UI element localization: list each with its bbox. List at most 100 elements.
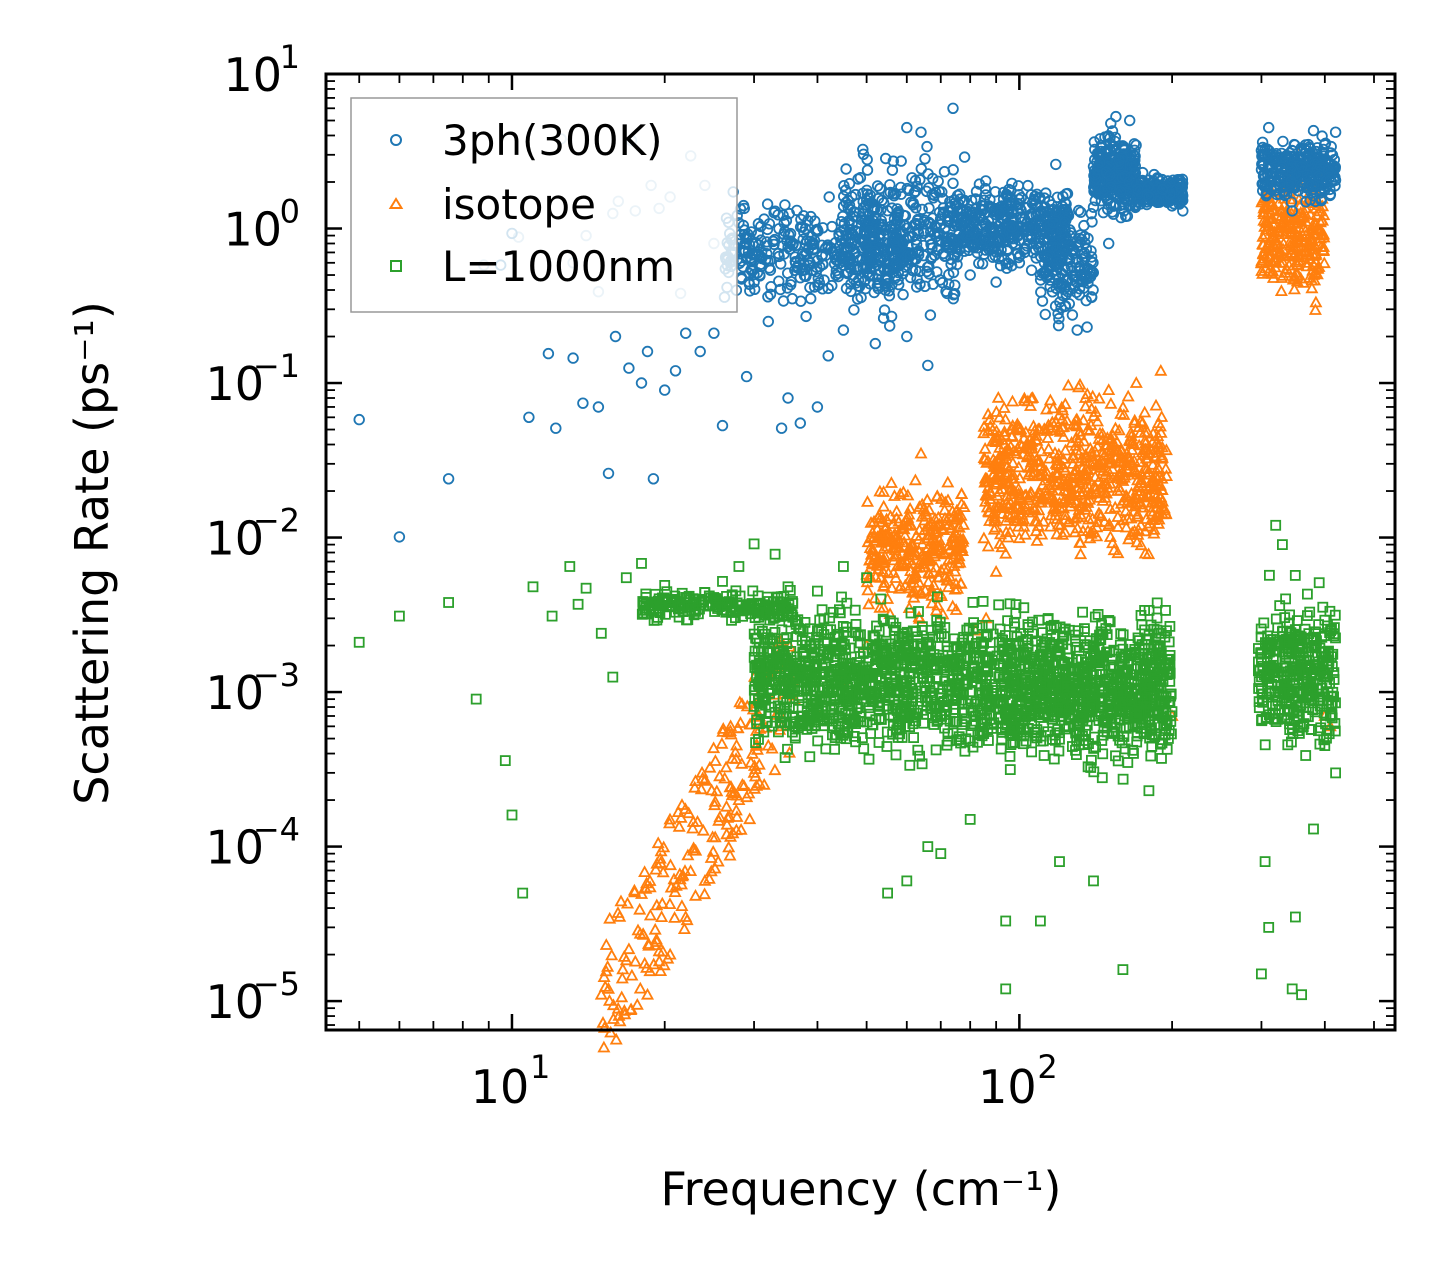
data-point-isotope bbox=[724, 727, 738, 740]
data-point-isotope bbox=[716, 724, 730, 737]
data-point-isotope bbox=[861, 583, 875, 596]
data-point-isotope bbox=[1058, 443, 1072, 456]
data-point-isotope bbox=[1134, 538, 1148, 551]
data-point-isotope bbox=[1085, 446, 1099, 458]
data-point-isotope bbox=[686, 821, 700, 834]
data-point-isotope bbox=[1125, 443, 1139, 455]
data-point-l-1000nm bbox=[879, 615, 890, 627]
data-point-isotope bbox=[1262, 244, 1276, 256]
data-point-isotope bbox=[652, 944, 666, 957]
data-point-isotope bbox=[1052, 447, 1066, 460]
data-point-isotope bbox=[918, 513, 932, 526]
data-point-isotope bbox=[978, 494, 993, 507]
data-point-isotope bbox=[710, 784, 724, 797]
data-point-l-1000nm bbox=[842, 726, 854, 737]
data-point-isotope bbox=[934, 492, 949, 504]
data-point-isotope bbox=[1141, 519, 1155, 532]
data-point-isotope bbox=[1258, 219, 1272, 232]
data-point-isotope bbox=[989, 520, 1003, 533]
data-point-isotope bbox=[906, 538, 920, 550]
data-point-isotope bbox=[615, 990, 629, 1003]
data-point-l-1000nm bbox=[975, 717, 987, 728]
data-point-isotope bbox=[1051, 466, 1065, 479]
data-point-isotope bbox=[614, 894, 628, 907]
data-point-l-1000nm bbox=[873, 737, 885, 748]
data-point-isotope bbox=[907, 569, 921, 582]
data-point-l-1000nm bbox=[824, 612, 836, 624]
data-point-isotope bbox=[1073, 485, 1087, 497]
data-point-isotope bbox=[1297, 243, 1311, 256]
data-point-isotope bbox=[1102, 464, 1116, 477]
data-point-isotope bbox=[1149, 450, 1163, 463]
data-point-isotope bbox=[892, 581, 906, 594]
data-point-isotope bbox=[1306, 222, 1320, 235]
data-point-isotope bbox=[1274, 204, 1288, 217]
data-point-isotope bbox=[1151, 479, 1165, 491]
data-point-l-1000nm bbox=[702, 600, 714, 612]
data-point-isotope bbox=[1088, 470, 1102, 482]
data-point-isotope bbox=[955, 541, 969, 553]
data-point-isotope bbox=[730, 738, 744, 751]
data-point-isotope bbox=[1111, 546, 1125, 559]
data-point-l-1000nm bbox=[660, 595, 672, 606]
data-point-isotope bbox=[606, 998, 620, 1011]
data-point-isotope bbox=[938, 503, 952, 515]
data-point-isotope bbox=[921, 554, 935, 567]
data-point-isotope bbox=[978, 441, 992, 454]
data-point-isotope bbox=[603, 911, 617, 924]
data-point-isotope bbox=[613, 909, 627, 922]
data-point-isotope bbox=[1307, 242, 1321, 255]
data-point-isotope bbox=[1120, 511, 1135, 524]
data-point-isotope bbox=[1291, 233, 1305, 246]
data-point-isotope bbox=[1153, 496, 1168, 509]
data-point-isotope bbox=[1269, 244, 1283, 257]
data-point-isotope bbox=[1127, 437, 1141, 450]
data-point-isotope bbox=[672, 819, 686, 832]
data-point-isotope bbox=[1259, 215, 1273, 227]
data-point-isotope bbox=[877, 499, 891, 512]
data-point-isotope bbox=[708, 830, 722, 843]
data-point-isotope bbox=[1039, 402, 1054, 415]
data-point-isotope bbox=[1298, 206, 1312, 218]
data-point-isotope bbox=[924, 584, 938, 597]
data-point-isotope bbox=[1056, 403, 1070, 416]
data-point-isotope bbox=[1004, 487, 1018, 500]
data-point-isotope bbox=[863, 541, 877, 553]
data-point-isotope bbox=[1122, 449, 1136, 462]
data-point-isotope bbox=[650, 856, 664, 869]
data-point-isotope bbox=[640, 961, 654, 973]
data-point-isotope bbox=[640, 987, 655, 1000]
data-point-isotope bbox=[920, 493, 934, 505]
data-point-l-1000nm bbox=[764, 614, 776, 626]
data-point-isotope bbox=[938, 547, 952, 560]
data-point-isotope bbox=[1046, 478, 1060, 491]
data-point-isotope bbox=[1045, 415, 1059, 428]
data-point-isotope bbox=[757, 777, 771, 790]
data-point-isotope bbox=[878, 575, 892, 588]
data-point-isotope bbox=[1052, 422, 1067, 435]
data-point-l-1000nm bbox=[750, 737, 761, 748]
data-point-isotope bbox=[1107, 543, 1121, 556]
data-point-isotope bbox=[1005, 394, 1020, 407]
data-point-isotope bbox=[932, 540, 946, 553]
data-point-l-1000nm bbox=[660, 608, 671, 620]
data-point-isotope bbox=[1012, 460, 1026, 473]
data-point-isotope bbox=[1075, 510, 1089, 522]
data-point-isotope bbox=[895, 521, 909, 533]
data-point-isotope bbox=[1097, 514, 1112, 527]
data-point-isotope bbox=[1285, 243, 1299, 255]
data-point-isotope bbox=[1134, 473, 1148, 485]
data-point-isotope bbox=[905, 545, 919, 558]
data-point-isotope bbox=[915, 537, 929, 549]
data-point-isotope bbox=[1154, 426, 1168, 438]
data-point-isotope bbox=[723, 830, 738, 842]
data-point-isotope bbox=[981, 539, 995, 552]
data-point-isotope bbox=[633, 981, 647, 994]
data-point-isotope bbox=[1151, 460, 1165, 473]
data-point-isotope bbox=[722, 809, 736, 822]
data-point-isotope bbox=[708, 798, 722, 811]
data-point-isotope bbox=[1040, 424, 1054, 436]
data-point-isotope bbox=[1282, 221, 1296, 234]
data-point-isotope bbox=[601, 959, 615, 972]
data-point-isotope bbox=[1117, 493, 1131, 506]
